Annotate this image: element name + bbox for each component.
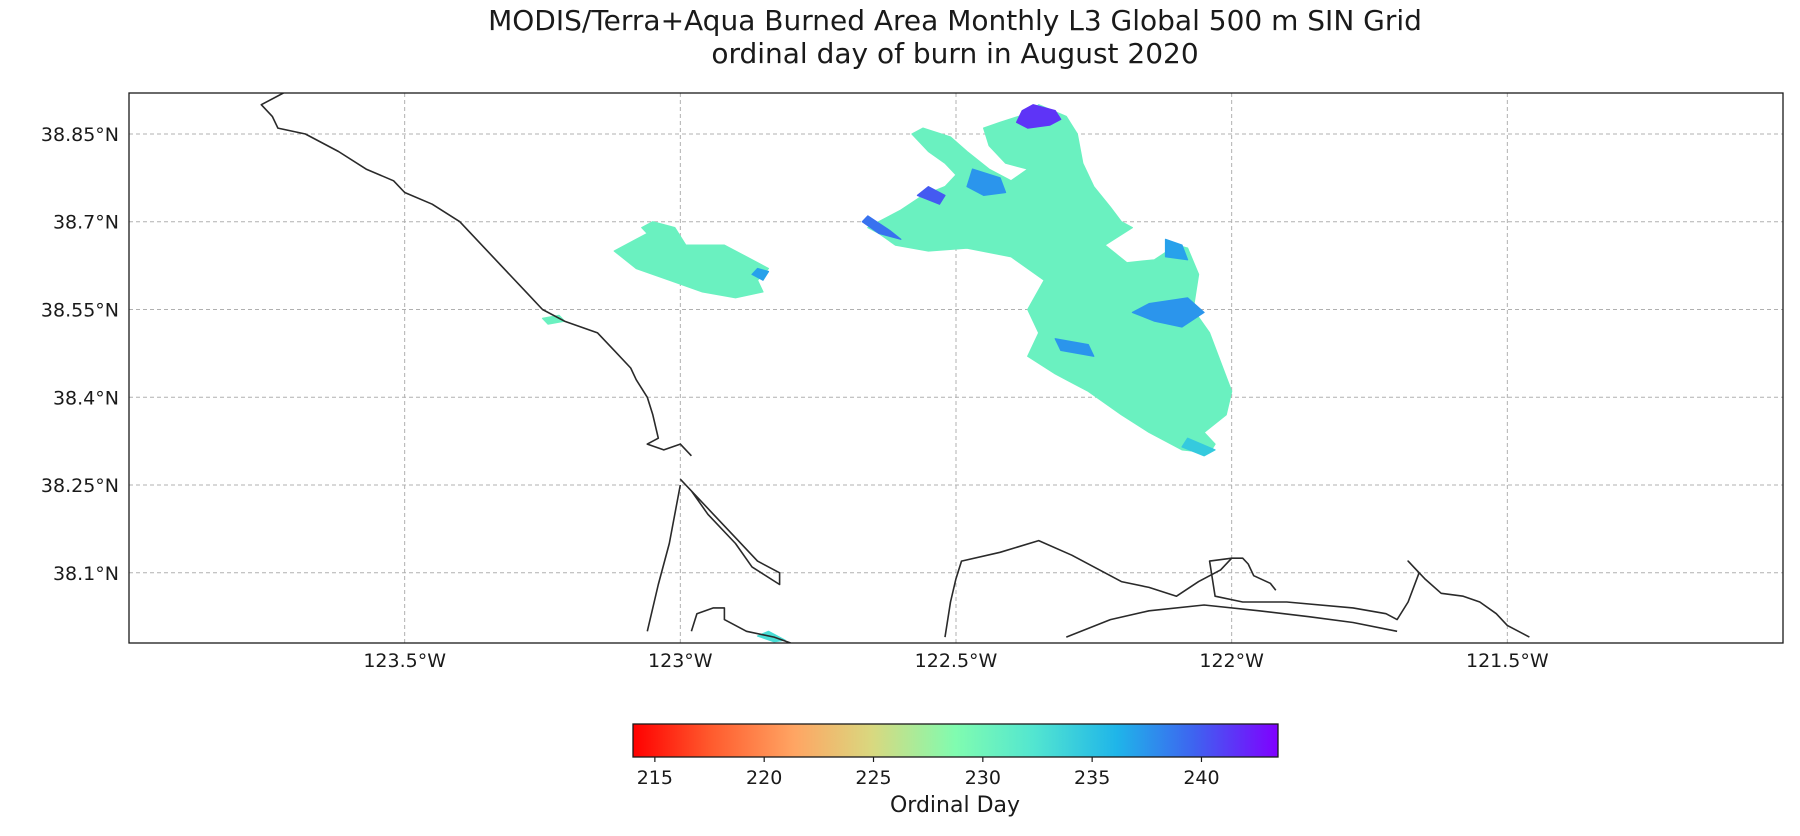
lon-tick-label: 123.5°W: [363, 650, 446, 672]
burned-areas: [541, 104, 1233, 643]
lat-tick-label: 38.4°N: [53, 387, 119, 409]
latitude-tick-labels: 38.85°N 38.7°N 38.55°N 38.4°N 38.25°N 38.1°N: [41, 124, 119, 585]
burn-area: [1054, 338, 1095, 357]
colorbar-gradient: [632, 723, 1279, 758]
lon-tick-label: 121.5°W: [1466, 650, 1549, 672]
lat-tick-label: 38.55°N: [41, 299, 119, 321]
burn-area: [966, 168, 1007, 196]
colorbar-tick-label: 240: [1183, 767, 1219, 789]
colorbar-ticks: 215 220 225 230 235 240: [637, 757, 1220, 789]
colorbar-tick-label: 220: [746, 767, 782, 789]
burn-area: [1181, 437, 1216, 457]
burn-area: [613, 221, 770, 299]
lon-tick-label: 122.5°W: [915, 650, 998, 672]
colorbar-tick-label: 225: [855, 767, 891, 789]
lat-tick-label: 38.25°N: [41, 475, 119, 497]
coastlines: [260, 93, 1530, 643]
coastline: [646, 484, 682, 632]
coastline: [690, 607, 791, 643]
lat-tick-label: 38.1°N: [53, 563, 119, 585]
coastline: [260, 93, 692, 457]
coastline: [944, 539, 1277, 638]
lon-tick-label: 123°W: [648, 650, 713, 672]
burn-area: [867, 104, 1233, 454]
colorbar-tick-label: 230: [965, 767, 1001, 789]
coastline: [1066, 604, 1398, 638]
burn-area: [751, 267, 770, 281]
coastline: [1208, 557, 1530, 638]
longitude-tick-labels: 123.5°W 123°W 122.5°W 122°W 121.5°W: [363, 650, 1549, 672]
chart-subtitle: ordinal day of burn in August 2020: [711, 37, 1198, 70]
colorbar-tick-label: 215: [637, 767, 673, 789]
burn-area: [1015, 104, 1062, 129]
colorbar: 215 220 225 230 235 240 Ordinal Day: [632, 723, 1279, 818]
burn-area: [1164, 238, 1189, 261]
burn-area: [861, 215, 902, 240]
lat-tick-label: 38.85°N: [41, 124, 119, 146]
map-frame: [128, 92, 1784, 644]
lat-tick-label: 38.7°N: [53, 212, 119, 234]
colorbar-tick-label: 235: [1074, 767, 1110, 789]
colorbar-label: Ordinal Day: [890, 793, 1020, 818]
burn-area: [916, 186, 946, 205]
burn-area: [1131, 297, 1205, 328]
lon-tick-label: 122°W: [1199, 650, 1264, 672]
coastline: [679, 478, 781, 586]
map-plot-area: 123.5°W 123°W 122.5°W 122°W 121.5°W 38.85°N3…: [41, 92, 1784, 672]
chart-title: MODIS/Terra+Aqua Burned Area Monthly L3 …: [488, 4, 1422, 37]
